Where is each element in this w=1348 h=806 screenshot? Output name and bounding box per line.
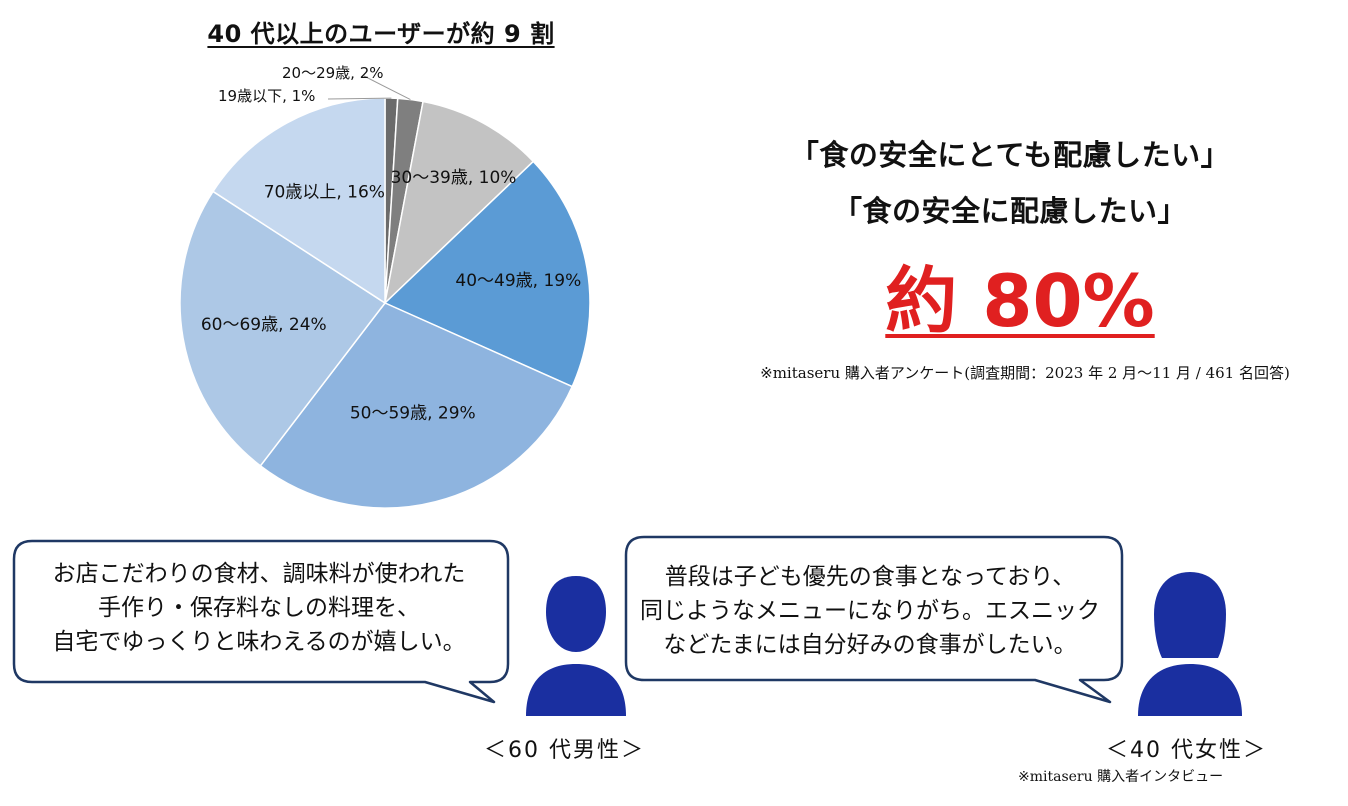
pie-leader-line bbox=[363, 75, 411, 101]
woman-label: ＜40 代女性＞ bbox=[1106, 738, 1267, 763]
pie-slice bbox=[259, 302, 574, 509]
quote-line-2: 「食の安全に配慮したい」 bbox=[832, 194, 1187, 228]
testimonial-man-text: お店こだわりの食材、調味料が使われた 手作り・保存料なしの料理を、 自宅でゆっく… bbox=[20, 557, 498, 659]
testimonial-woman-text: 普段は子ども優先の食事となっており、 同じようなメニューになりがち。エスニック … bbox=[630, 560, 1110, 662]
testimonial-woman-line: 同じようなメニューになりがち。エスニック bbox=[640, 598, 1100, 624]
woman-silhouette-icon bbox=[1138, 572, 1242, 716]
testimonial-man-line: お店こだわりの食材、調味料が使われた bbox=[52, 561, 466, 587]
pie-leader-line bbox=[327, 97, 392, 100]
speech-bubble-woman bbox=[624, 535, 1124, 704]
pie-data-label: 30～39歳, 10% bbox=[391, 168, 517, 188]
testimonial-man-line: 手作り・保存料なしの料理を、 bbox=[98, 595, 420, 621]
pie-data-label: 20～29歳, 2% bbox=[282, 64, 384, 82]
quote-line-1: 「食の安全にとても配慮したい」 bbox=[789, 138, 1231, 172]
pie-data-label: 40～49歳, 19% bbox=[455, 271, 581, 291]
pie-data-label: 19歳以下, 1% bbox=[218, 87, 315, 105]
pie-data-label: 60～69歳, 24% bbox=[201, 315, 327, 335]
survey-source-note: ※mitaseru 購入者アンケート(調査期間：2023 年 2 月～11 月 … bbox=[760, 364, 1290, 382]
man-silhouette-icon bbox=[526, 576, 626, 716]
pie-slice bbox=[383, 160, 591, 388]
pie-leader-lines bbox=[327, 75, 411, 101]
pie-slice bbox=[383, 100, 535, 306]
interview-source-note: ※mitaseru 購入者インタビュー bbox=[1018, 769, 1224, 785]
speech-bubble-man bbox=[12, 539, 510, 704]
pie-data-label: 50～59歳, 29% bbox=[350, 403, 476, 423]
pie-slices bbox=[179, 97, 591, 509]
big-stat: 約 80% bbox=[885, 259, 1155, 343]
chart-title: 40 代以上のユーザーが約 9 割 bbox=[207, 20, 555, 48]
testimonial-woman-line: などたまには自分好みの食事がしたい。 bbox=[663, 632, 1077, 658]
man-label: ＜60 代男性＞ bbox=[484, 738, 645, 763]
pie-data-label: 70歳以上, 16% bbox=[264, 182, 385, 202]
testimonial-man-line: 自宅でゆっくりと味わえるのが嬉しい。 bbox=[52, 629, 466, 655]
pie-labels: 19歳以下, 1% 20～29歳, 2% 30～39歳, 10% 40～49歳, 19… bbox=[201, 64, 581, 423]
pie-slice bbox=[179, 190, 387, 467]
testimonial-woman-line: 普段は子ども優先の食事となっており、 bbox=[664, 564, 1076, 590]
